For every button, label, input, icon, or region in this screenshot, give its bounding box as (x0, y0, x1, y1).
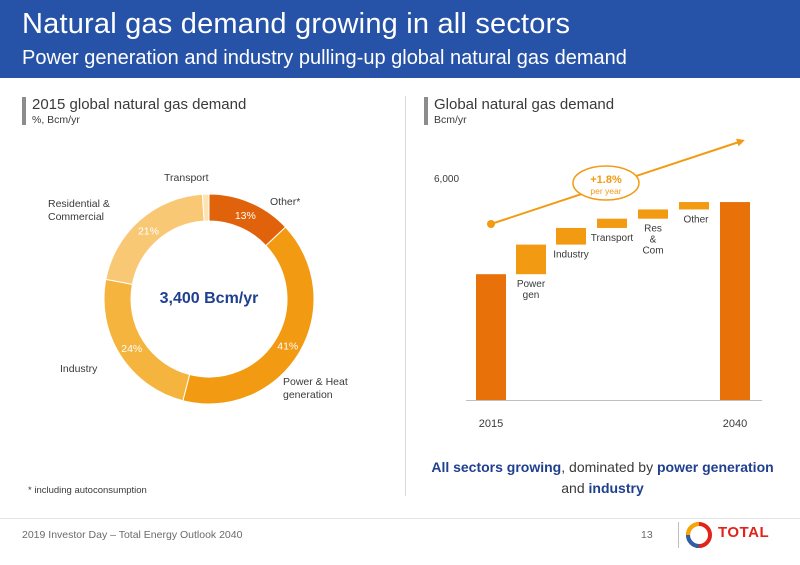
waterfall-step-label: gen (523, 290, 540, 301)
label-res-com-1: Residential & (48, 198, 110, 210)
left-panel-unit: %, Bcm/yr (32, 114, 80, 126)
waterfall-step-label: & (650, 235, 657, 246)
waterfall-step-label: Other (683, 214, 709, 225)
donut-center-value: 3,400 Bcm/yr (159, 290, 259, 307)
donut-slice-transport (201, 193, 210, 222)
footer-divider (0, 518, 800, 519)
footer-text: 2019 Investor Day – Total Energy Outlook… (22, 529, 243, 541)
label-transport: Transport (164, 172, 209, 184)
total-logo-text: TOTAL (718, 524, 770, 541)
growth-unit: per year (590, 186, 621, 196)
label-power-1: Power & Heat (283, 376, 348, 388)
waterfall-bar-2040 (720, 202, 750, 400)
right-panel-unit: Bcm/yr (434, 114, 467, 126)
waterfall-step-label: Transport (591, 233, 634, 244)
waterfall-bar-other (679, 202, 709, 210)
trend-start-dot (487, 220, 495, 228)
waterfall-step-label: Power (517, 279, 546, 290)
donut-slice-label: 24% (121, 343, 142, 355)
left-panel-title: 2015 global natural gas demand (32, 96, 247, 113)
x-axis-label-2040: 2040 (723, 418, 747, 430)
waterfall-step-label: Res (644, 224, 662, 235)
footnote: * including autoconsumption (28, 485, 147, 496)
page-number: 13 (641, 529, 653, 541)
panel-divider (405, 96, 406, 496)
slide-subtitle: Power generation and industry pulling-up… (22, 47, 627, 69)
waterfall-bar-res-com (638, 209, 668, 219)
summary-part-3: power generation (656, 459, 774, 475)
summary-part-4: and (561, 480, 589, 496)
waterfall-bar-industry (556, 227, 586, 245)
donut-slice-label: 21% (138, 225, 159, 237)
slide-title: Natural gas demand growing in all sector… (22, 8, 571, 40)
footer-separator (678, 522, 679, 548)
x-axis-label-2015: 2015 (479, 418, 503, 430)
waterfall-step-label: Com (642, 246, 663, 257)
right-panel-title: Global natural gas demand (434, 96, 615, 113)
right-panel-title-bar (424, 97, 428, 125)
waterfall-step-label: Industry (553, 250, 589, 261)
label-res-com-2: Commercial (48, 211, 105, 223)
donut-slice-label: 41% (277, 341, 298, 353)
slide-header: Natural gas demand growing in all sector… (0, 0, 800, 78)
growth-value: +1.8% (590, 174, 622, 186)
waterfall-bar-power-gen (516, 244, 546, 275)
label-other: Other* (270, 196, 301, 208)
summary-text: All sectors growing, dominated by power … (420, 457, 785, 499)
total-logo-icon (686, 522, 712, 548)
growth-badge (572, 165, 640, 201)
waterfall-bar-2015 (476, 274, 506, 400)
summary-part-5: industry (588, 480, 644, 496)
summary-part-1: All sectors growing (431, 459, 562, 475)
waterfall-bar-transport (597, 218, 627, 228)
label-power-2: generation (283, 389, 333, 401)
donut-slice-label: 13% (235, 210, 256, 222)
summary-part-2: , dominated by (561, 459, 657, 475)
left-panel-title-bar (22, 97, 26, 125)
label-industry: Industry (60, 363, 98, 375)
y-tick-label: 6,000 (434, 174, 459, 185)
